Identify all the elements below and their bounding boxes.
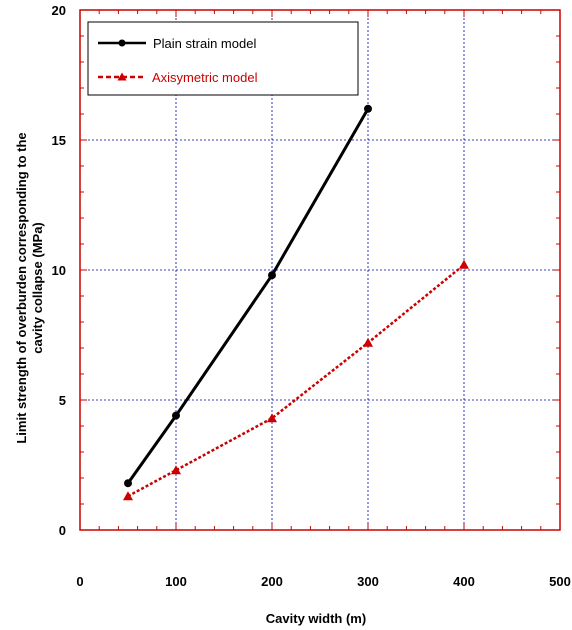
x-tick-label: 0 bbox=[76, 574, 83, 589]
legend-entry-axisymetric: Axisymetric model bbox=[98, 70, 258, 85]
y-tick-label: 0 bbox=[59, 523, 66, 538]
data-point-series-2 bbox=[363, 337, 373, 347]
data-point-series-1 bbox=[124, 479, 132, 488]
data-point-series-1 bbox=[364, 104, 372, 113]
legend-entry-plain-strain: Plain strain model bbox=[98, 36, 256, 51]
y-tick-label: 5 bbox=[59, 393, 66, 408]
legend: Plain strain model Axisymetric model bbox=[87, 21, 359, 96]
legend-label-axisymetric: Axisymetric model bbox=[152, 70, 258, 85]
plot-frame bbox=[79, 9, 561, 531]
data-point-series-2 bbox=[123, 491, 133, 501]
series-line-2 bbox=[127, 263, 465, 498]
x-tick-label: 200 bbox=[261, 574, 283, 589]
tick-labels: 0 100 200 300 400 500 0 5 10 15 20 bbox=[52, 3, 571, 589]
data-point-series-1 bbox=[268, 271, 276, 280]
legend-box bbox=[87, 21, 359, 96]
series-line-1 bbox=[126, 108, 370, 485]
data-point-series-2 bbox=[459, 259, 469, 269]
legend-marker-plain-strain bbox=[118, 39, 126, 47]
y-axis-label: Limit strength of overburden correspondi… bbox=[14, 132, 45, 443]
grid bbox=[80, 10, 560, 530]
y-tick-label: 20 bbox=[52, 3, 66, 18]
data-point-series-2 bbox=[267, 413, 277, 423]
x-tick-label: 100 bbox=[165, 574, 187, 589]
y-tick-label: 10 bbox=[52, 263, 66, 278]
x-tick-label: 300 bbox=[357, 574, 379, 589]
legend-label-plain-strain: Plain strain model bbox=[153, 36, 256, 51]
data-point-series-1 bbox=[172, 411, 180, 420]
y-tick-label: 15 bbox=[52, 133, 66, 148]
legend-marker-axisymetric bbox=[117, 72, 127, 81]
y-axis-label-line-2: cavity collapse (MPa) bbox=[30, 222, 45, 354]
y-axis-label-line-1: Limit strength of overburden correspondi… bbox=[14, 132, 29, 443]
x-tick-label: 400 bbox=[453, 574, 475, 589]
x-tick-label: 500 bbox=[549, 574, 571, 589]
series-layer bbox=[123, 104, 469, 501]
x-axis-label: Cavity width (m) bbox=[266, 611, 366, 626]
data-point-series-2 bbox=[171, 465, 181, 475]
